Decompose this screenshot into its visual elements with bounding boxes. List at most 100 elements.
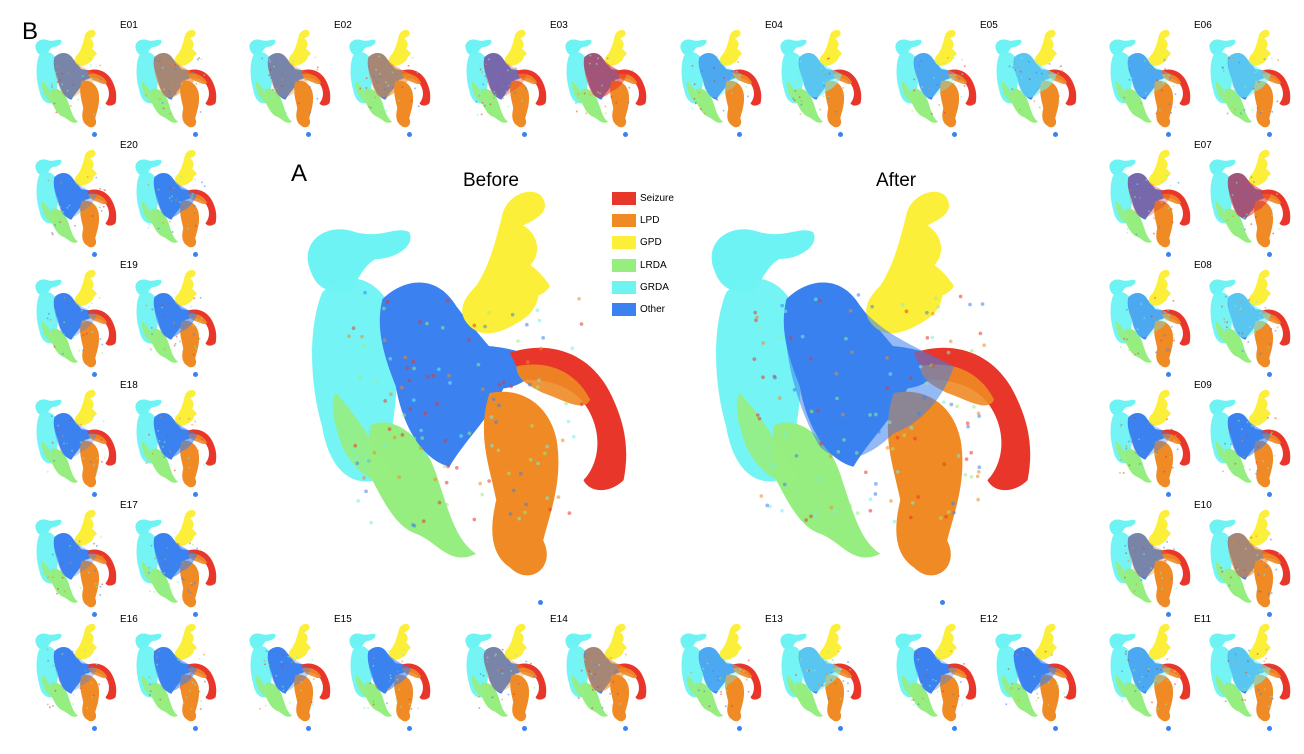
cluster-lrda (41, 321, 58, 344)
scatter-point (833, 662, 836, 665)
scatter-point (1161, 89, 1163, 92)
scatter-point (872, 388, 876, 392)
scatter-point (976, 497, 980, 502)
scatter-point (98, 296, 101, 299)
scatter-point (1234, 561, 1237, 563)
scatter-point (847, 690, 850, 693)
scatter-point (1252, 681, 1255, 684)
scatter-point (533, 686, 536, 689)
scatter-point (1019, 108, 1021, 111)
cluster-gpd (503, 257, 550, 297)
scatter-point (89, 63, 92, 66)
cluster-lrda (1225, 328, 1253, 363)
expert-tint-overlay (1228, 532, 1271, 578)
cluster-gpd (1159, 640, 1171, 651)
scatter-point (1128, 464, 1131, 467)
scatter-point (1133, 669, 1136, 672)
scatter-point (92, 694, 95, 697)
scatter-point (50, 219, 53, 222)
scatter-point (385, 300, 390, 304)
scatter-point (372, 664, 375, 667)
cluster-seizure (1160, 549, 1191, 586)
scatter-point (1261, 110, 1263, 113)
scatter-point (294, 659, 296, 661)
scatter-point (194, 420, 196, 423)
cluster-gpd (74, 389, 96, 426)
cluster-lpd (394, 80, 414, 128)
cluster-lpd (294, 80, 314, 128)
scatter-point (376, 80, 379, 83)
scatter-point (1250, 305, 1253, 308)
scatter-point (91, 77, 94, 80)
scatter-point (919, 59, 922, 62)
scatter-point (914, 93, 917, 96)
scatter-point (742, 670, 745, 673)
expert-label: E08 (1194, 260, 1212, 271)
scatter-point (1037, 696, 1040, 699)
scatter-point (373, 76, 376, 79)
scatter-point (195, 97, 198, 100)
scatter-point (1035, 699, 1038, 702)
scatter-point (594, 673, 596, 676)
cluster-lrda (471, 675, 488, 698)
expert-before-plot (1109, 149, 1191, 248)
scatter-point (1234, 462, 1237, 465)
scatter-point (510, 312, 515, 317)
scatter-point (68, 204, 71, 207)
scatter-point (890, 446, 895, 451)
scatter-point (1007, 668, 1010, 670)
scatter-point (49, 706, 51, 709)
scatter-point (1135, 583, 1138, 585)
scatter-point (903, 374, 907, 379)
scatter-point (1269, 343, 1272, 346)
scatter-point (363, 707, 366, 710)
scatter-point (616, 692, 619, 695)
scatter-point (1243, 216, 1246, 219)
scatter-point (588, 670, 591, 673)
scatter-point (484, 75, 487, 78)
scatter-point (494, 93, 497, 96)
scatter-point (203, 680, 206, 683)
expert-tint-overlay (1228, 292, 1271, 338)
expert-after-plot (1209, 149, 1291, 248)
expert-before-dot (952, 726, 957, 731)
scatter-point (1248, 468, 1251, 471)
scatter-point (401, 86, 404, 89)
scatter-point (445, 502, 449, 507)
expert-before-plot (680, 29, 762, 128)
scatter-point (487, 310, 491, 315)
scatter-point (938, 649, 941, 652)
scatter-point (1265, 657, 1268, 660)
scatter-point (1140, 579, 1143, 582)
scatter-point (962, 81, 965, 84)
scatter-point (972, 405, 976, 409)
scatter-point (515, 98, 518, 101)
scatter-point (401, 654, 404, 657)
cluster-gpd (1159, 286, 1171, 297)
scatter-point (66, 433, 68, 435)
cluster-seizure (1046, 69, 1077, 106)
scatter-point (798, 96, 801, 99)
scatter-point (369, 520, 374, 525)
scatter-point (1267, 705, 1270, 708)
cluster-gpd (288, 29, 310, 66)
cluster-seizure (186, 663, 217, 700)
scatter-point (374, 96, 377, 99)
scatter-point (1134, 195, 1136, 198)
scatter-point (162, 107, 165, 110)
scatter-point (82, 334, 85, 337)
scatter-point (191, 423, 194, 426)
scatter-point (543, 451, 547, 456)
scatter-point (372, 700, 375, 703)
scatter-point (74, 224, 77, 227)
scatter-point (1251, 570, 1254, 572)
scatter-point (885, 386, 890, 391)
scatter-point (312, 678, 315, 681)
scatter-point (431, 373, 435, 378)
expert-label: E07 (1194, 140, 1212, 151)
scatter-point (157, 429, 160, 432)
scatter-point (783, 433, 788, 437)
scatter-point (1267, 346, 1270, 349)
scatter-point (1229, 576, 1232, 579)
scatter-point (1224, 295, 1227, 298)
